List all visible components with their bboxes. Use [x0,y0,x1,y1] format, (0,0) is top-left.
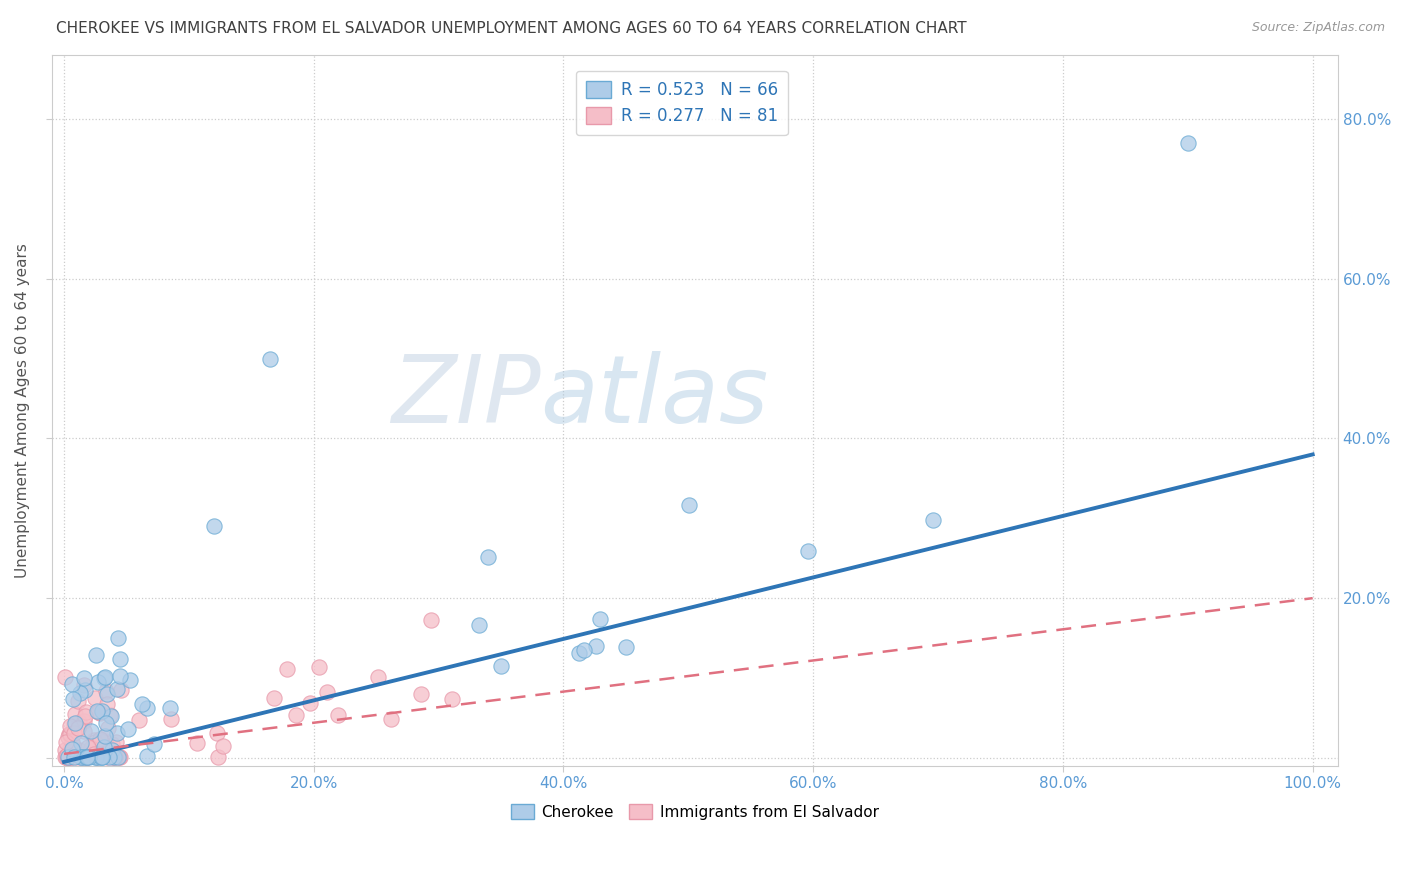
Y-axis label: Unemployment Among Ages 60 to 64 years: Unemployment Among Ages 60 to 64 years [15,243,30,578]
Text: CHEROKEE VS IMMIGRANTS FROM EL SALVADOR UNEMPLOYMENT AMONG AGES 60 TO 64 YEARS C: CHEROKEE VS IMMIGRANTS FROM EL SALVADOR … [56,21,967,36]
Legend: Cherokee, Immigrants from El Salvador: Cherokee, Immigrants from El Salvador [505,797,884,826]
Text: ZIP: ZIP [391,351,540,442]
Text: atlas: atlas [540,351,769,442]
Text: Source: ZipAtlas.com: Source: ZipAtlas.com [1251,21,1385,34]
